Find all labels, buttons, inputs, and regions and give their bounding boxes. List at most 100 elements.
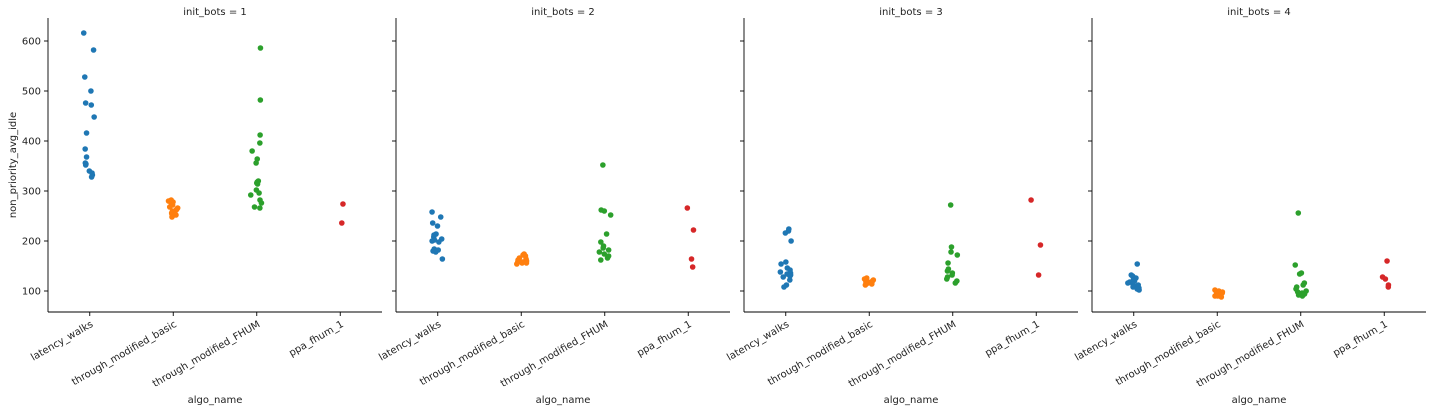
x-axis-label: algo_name	[536, 395, 591, 406]
point	[601, 251, 608, 257]
y-tick-label: 300	[22, 187, 41, 198]
point	[253, 160, 259, 166]
point	[782, 230, 789, 236]
point	[954, 252, 961, 258]
point	[429, 238, 435, 244]
point	[166, 204, 173, 210]
point	[1295, 210, 1302, 216]
point	[684, 205, 691, 211]
point	[690, 227, 697, 233]
point	[778, 261, 784, 267]
point	[339, 220, 345, 226]
x-tick-label: latency_walks	[1073, 319, 1139, 363]
point	[1292, 262, 1299, 268]
point	[436, 239, 442, 245]
point	[947, 202, 954, 208]
point	[949, 272, 955, 278]
panel-title: init_bots = 3	[879, 7, 943, 18]
point	[598, 257, 604, 263]
point	[88, 88, 94, 94]
point	[519, 260, 525, 266]
y-tick-label: 400	[22, 137, 41, 148]
x-tick-label: latency_walks	[29, 319, 95, 363]
point	[1384, 258, 1390, 264]
y-axis-label: non_priority_avg_idle	[8, 112, 19, 218]
panel-title: init_bots = 1	[183, 7, 247, 18]
x-tick-label: ppa_fhum_1	[983, 319, 1041, 359]
point	[1136, 287, 1142, 293]
point	[1028, 197, 1034, 203]
point	[82, 146, 88, 152]
point	[257, 45, 264, 51]
x-axis-label: algo_name	[884, 395, 939, 406]
point	[88, 174, 95, 180]
point	[944, 268, 951, 274]
y-tick-label: 600	[22, 37, 41, 48]
point	[788, 238, 794, 244]
x-axis-label: algo_name	[188, 395, 243, 406]
point	[91, 114, 97, 120]
point	[257, 132, 263, 138]
point	[429, 209, 435, 215]
point	[437, 214, 444, 220]
point	[1385, 284, 1392, 290]
point	[603, 231, 610, 237]
point	[340, 201, 346, 207]
point	[869, 281, 875, 287]
point	[600, 245, 606, 251]
x-tick-label: ppa_fhum_1	[287, 319, 345, 359]
point	[257, 140, 263, 146]
point	[257, 97, 264, 103]
point	[596, 249, 603, 255]
point	[1382, 276, 1389, 282]
point	[169, 214, 175, 220]
point	[787, 277, 793, 283]
point	[1296, 271, 1303, 277]
point	[249, 148, 255, 154]
point	[257, 205, 263, 211]
point	[81, 74, 88, 80]
point	[952, 280, 959, 286]
point	[783, 259, 789, 265]
point	[80, 30, 87, 36]
y-tick-label: 200	[22, 237, 41, 248]
point	[90, 47, 97, 53]
panel-title: init_bots = 4	[1227, 7, 1291, 18]
point	[948, 249, 954, 255]
y-tick-label: 500	[22, 87, 41, 98]
point	[862, 282, 869, 288]
point	[247, 192, 254, 198]
point	[598, 239, 604, 245]
y-tick-label: 100	[22, 287, 41, 298]
point	[1299, 293, 1306, 299]
point	[88, 102, 95, 108]
point	[945, 260, 951, 266]
point	[787, 273, 793, 279]
point	[429, 220, 436, 226]
point	[1218, 294, 1225, 300]
point	[943, 276, 950, 282]
point	[434, 223, 441, 229]
point	[780, 274, 787, 280]
point	[1037, 242, 1044, 248]
panel-title: init_bots = 2	[531, 7, 595, 18]
point	[83, 154, 90, 160]
point	[605, 247, 612, 253]
point	[1035, 272, 1042, 278]
point	[777, 269, 784, 275]
point	[781, 284, 787, 290]
point	[604, 255, 611, 261]
x-axis-label: algo_name	[1232, 395, 1287, 406]
point	[439, 256, 446, 262]
point	[1125, 280, 1131, 286]
point	[83, 130, 90, 136]
point	[948, 244, 955, 250]
point	[601, 208, 608, 214]
point	[1300, 282, 1306, 288]
point	[600, 162, 606, 168]
x-tick-label: latency_walks	[377, 319, 443, 363]
point	[1134, 261, 1141, 267]
point	[513, 261, 520, 267]
point	[254, 181, 261, 187]
